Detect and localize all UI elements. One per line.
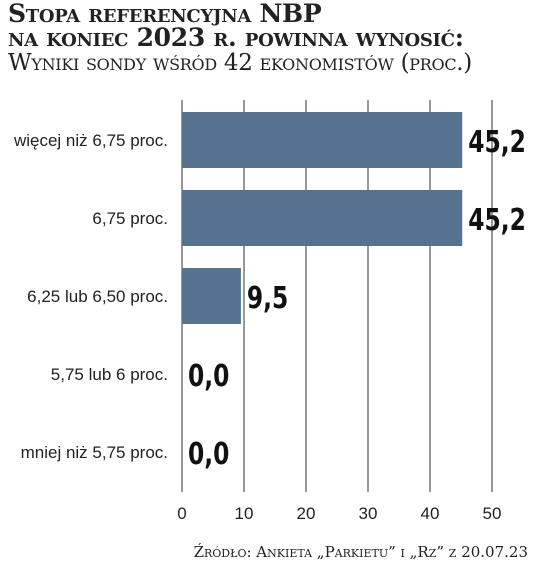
bars [182,112,463,324]
category-label-1: więcej niż 6,75 proc. [13,131,168,150]
source-note: Źródło: Ankieta „Parkietu” i „Rz” z 20.0… [193,543,528,561]
category-label-4: 5,75 lub 6 proc. [51,365,168,384]
chart-subtitle: Wyniki sondy wśród 42 ekonomistów (proc.… [8,50,472,76]
chart-title: Stopa referencyjna NBP na koniec 2023 r.… [8,0,464,52]
value-label-2: 45,2 [468,203,526,238]
value-label-5: 0,0 [188,437,229,472]
value-label-4: 0,0 [188,359,229,394]
category-label-3: 6,25 lub 6,50 proc. [27,287,168,306]
category-label-2: 6,75 proc. [92,209,168,228]
x-tick-label-30: 30 [359,504,378,523]
bar-2 [182,190,463,246]
value-labels: 45,2 45,2 9,5 0,0 0,0 [188,125,526,472]
bar-1 [182,112,463,168]
x-tick-label-20: 20 [297,504,316,523]
x-tick-label-40: 40 [421,504,440,523]
chart-title-line-1: Stopa referencyjna NBP [8,0,322,28]
chart-title-line-2: na koniec 2023 r. powinna wynosić: [8,23,464,52]
category-labels: więcej niż 6,75 proc. 6,75 proc. 6,25 lub … [13,131,168,462]
x-tick-label-0: 0 [177,504,186,523]
value-label-3: 9,5 [247,281,288,316]
x-tick-label-50: 50 [483,504,502,523]
x-tick-label-10: 10 [235,504,254,523]
bar-3 [182,268,241,324]
value-label-1: 45,2 [468,125,526,160]
category-label-5: mniej niż 5,75 proc. [21,443,168,462]
x-tick-labels: 0 10 20 30 40 50 [177,504,501,523]
